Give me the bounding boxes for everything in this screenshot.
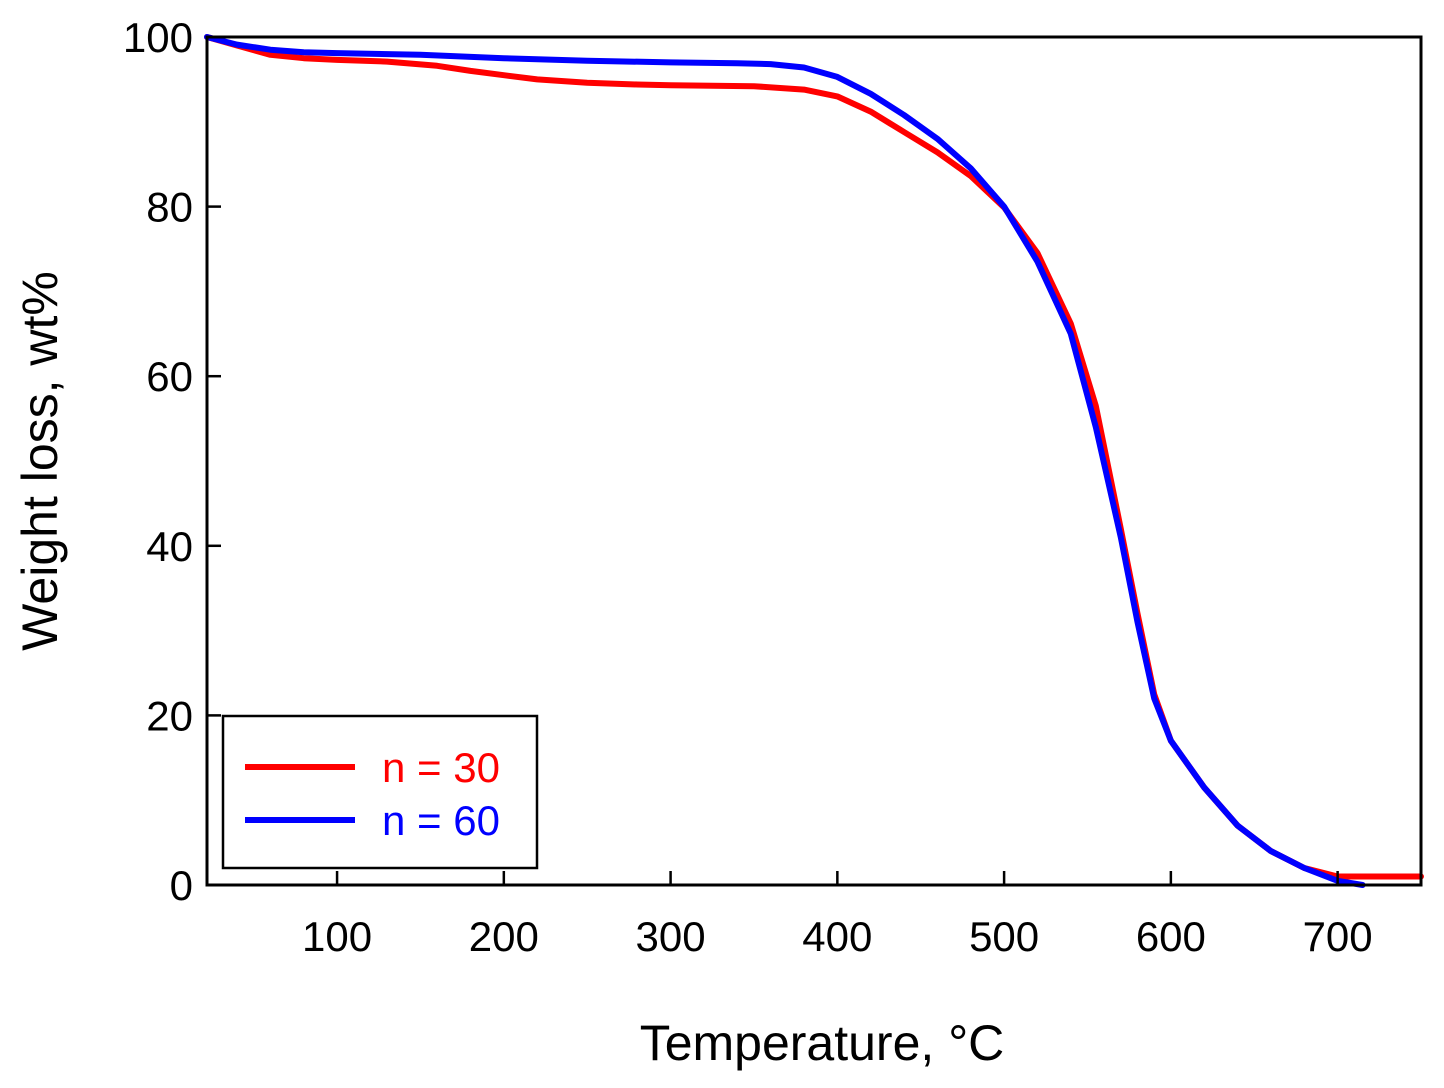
x-tick-label-300: 300 [636, 913, 706, 960]
y-tick-label-40: 40 [146, 523, 193, 570]
x-tick-label-400: 400 [802, 913, 872, 960]
x-tick-label-600: 600 [1136, 913, 1206, 960]
series-layer [204, 34, 1424, 888]
y-tick-label-20: 20 [146, 692, 193, 739]
legend-label-series-2: n = 60 [382, 797, 500, 844]
series-line-2 [204, 34, 1366, 888]
x-tick-label-200: 200 [469, 913, 539, 960]
y-tick-label-80: 80 [146, 184, 193, 231]
x-tick-label-500: 500 [969, 913, 1039, 960]
y-tick-label-0: 0 [170, 862, 193, 909]
x-axis-title: Temperature, °C [640, 1015, 1005, 1071]
x-tick-label-100: 100 [302, 913, 372, 960]
legend: n = 30 n = 60 [221, 714, 539, 870]
y-tick-label-100: 100 [123, 14, 193, 61]
y-axis-title: Weight loss, wt% [12, 271, 68, 651]
plot-area-frame [205, 35, 1423, 887]
legend-label-series-1: n = 30 [382, 744, 500, 791]
y-tick-label-60: 60 [146, 353, 193, 400]
ticks-layer: 100 200 300 400 500 600 700 0 20 40 60 80 100 [123, 14, 1373, 960]
legend-box [221, 714, 539, 870]
x-tick-label-700: 700 [1303, 913, 1373, 960]
